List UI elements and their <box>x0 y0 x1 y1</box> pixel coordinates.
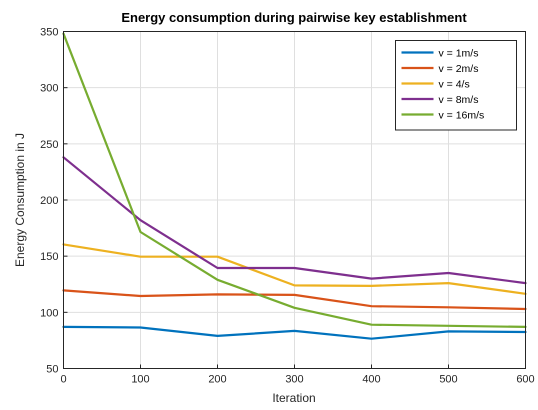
y-tick-label: 150 <box>40 251 58 263</box>
x-axis-ticks: 0 100 200 300 400 500 600 <box>60 364 535 386</box>
x-axis-label: Iteration <box>272 391 315 405</box>
y-tick-label: 250 <box>40 139 58 151</box>
x-tick-label: 600 <box>516 374 534 386</box>
y-axis-ticks: 50 100 150 200 250 300 350 <box>40 27 68 376</box>
legend-label: v = 2m/s <box>439 63 479 75</box>
y-tick-label: 350 <box>40 27 58 39</box>
y-axis-label: Energy Consumption in J <box>13 133 27 267</box>
chart-title: Energy consumption during pairwise key e… <box>121 10 467 25</box>
series-lines <box>62 32 527 340</box>
series-line-4 <box>62 156 527 285</box>
series-line-1 <box>62 325 527 340</box>
series-line-5 <box>62 32 527 328</box>
legend-label: v = 4/s <box>439 79 470 91</box>
legend-label: v = 8m/s <box>439 94 479 106</box>
y-tick-label: 300 <box>40 83 58 95</box>
series-line-2 <box>62 289 527 311</box>
x-tick-label: 400 <box>362 374 380 386</box>
legend-label: v = 16m/s <box>439 110 485 122</box>
legend: v = 1m/s v = 2m/s v = 4/s v = 8m/s v = 16m/s <box>395 40 517 131</box>
x-tick-label: 0 <box>60 374 66 386</box>
y-tick-label: 200 <box>40 195 58 207</box>
series-line-3 <box>62 243 527 295</box>
legend-label: v = 1m/s <box>439 48 479 60</box>
x-tick-label: 100 <box>131 374 149 386</box>
x-tick-label: 300 <box>285 374 303 386</box>
y-tick-label: 100 <box>40 307 58 319</box>
x-tick-label: 500 <box>439 374 457 386</box>
y-tick-label: 50 <box>46 364 58 376</box>
x-tick-label: 200 <box>208 374 226 386</box>
